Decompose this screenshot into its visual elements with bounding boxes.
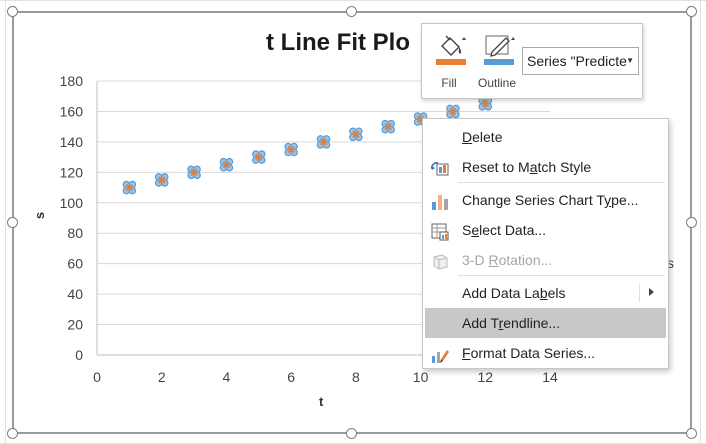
predicted-marker — [319, 138, 328, 146]
chart-element-value: Series "Predicte — [527, 53, 627, 69]
paint-bucket-icon — [436, 35, 466, 65]
rotation-3d-icon — [430, 251, 450, 270]
pen-outline-icon — [484, 35, 515, 65]
y-tick-label: 100 — [60, 195, 84, 211]
x-tick-label: 6 — [287, 369, 295, 385]
menu-item-label: Change Series Chart Type... — [462, 192, 639, 208]
submenu-divider — [639, 284, 640, 302]
data-point[interactable] — [349, 127, 363, 142]
data-point[interactable] — [284, 142, 298, 157]
menu-item-reset-to-match-style[interactable]: Reset to Match Style — [425, 152, 666, 182]
x-tick-label: 2 — [158, 369, 166, 385]
data-point[interactable] — [316, 135, 331, 149]
menu-item-label: Select Data... — [462, 222, 547, 238]
x-tick-label: 12 — [477, 369, 493, 385]
resize-handle-bottom[interactable] — [346, 428, 357, 439]
chart-title[interactable]: t Line Fit Plo — [266, 29, 410, 56]
resize-handle-left[interactable] — [7, 217, 18, 228]
resize-handle-bottom-left[interactable] — [7, 428, 18, 439]
y-tick-label: 20 — [67, 317, 83, 333]
menu-item-change-series-chart-type[interactable]: Change Series Chart Type... — [425, 185, 666, 215]
data-point[interactable] — [219, 157, 234, 172]
outline-button[interactable]: Outline — [474, 30, 520, 94]
reset-style-icon — [430, 158, 450, 176]
y-tick-label: 120 — [60, 164, 84, 180]
y-tick-label: 80 — [67, 225, 83, 241]
data-point[interactable] — [446, 104, 460, 119]
predicted-marker — [158, 176, 166, 184]
format-series-icon — [430, 344, 450, 363]
predicted-marker — [125, 183, 134, 192]
x-tick-label: 14 — [542, 369, 558, 385]
predicted-marker — [352, 130, 360, 138]
resize-handle-top[interactable] — [346, 6, 357, 17]
predicted-marker — [384, 122, 392, 131]
fill-label: Fill — [441, 76, 457, 90]
predicted-marker — [222, 161, 231, 169]
x-axis-title[interactable]: t — [319, 394, 324, 409]
chevron-right-icon — [649, 288, 654, 296]
y-tick-label: 160 — [60, 103, 84, 119]
data-point[interactable] — [478, 97, 493, 111]
menu-item-label: Add Data Labels — [462, 285, 566, 301]
menu-item-add-trendline[interactable]: Add Trendline... — [425, 308, 666, 338]
menu-item-add-data-labels[interactable]: Add Data Labels — [425, 278, 666, 308]
x-tick-label: 8 — [352, 369, 360, 385]
predicted-marker — [449, 107, 457, 116]
format-mini-toolbar: Fill Outline Series "Predicte ▼ — [421, 23, 643, 99]
data-point[interactable] — [187, 165, 201, 180]
predicted-marker — [287, 145, 295, 154]
menu-item-3d-rotation: 3-D Rotation... — [425, 245, 666, 275]
menu-item-label: Format Data Series... — [462, 345, 596, 361]
menu-item-delete[interactable]: Delete — [425, 122, 666, 152]
resize-handle-top-left[interactable] — [7, 6, 18, 17]
outline-label: Outline — [477, 76, 517, 90]
legend-fragment[interactable]: s — [667, 255, 674, 271]
resize-handle-top-right[interactable] — [686, 6, 697, 17]
chevron-down-icon: ▼ — [626, 56, 634, 65]
menu-separator — [458, 182, 664, 183]
data-point[interactable] — [251, 150, 266, 164]
x-tick-label: 10 — [413, 369, 429, 385]
resize-handle-bottom-right[interactable] — [686, 428, 697, 439]
menu-separator — [458, 275, 664, 276]
chart-element-dropdown[interactable]: Series "Predicte ▼ — [522, 47, 639, 75]
select-data-icon — [430, 221, 450, 241]
context-menu: Delete Reset to Match Style Change Series … — [422, 118, 669, 369]
menu-item-label: Delete — [462, 129, 503, 145]
data-point[interactable] — [122, 180, 137, 195]
chart-type-icon — [430, 191, 450, 210]
y-tick-label: 0 — [75, 347, 83, 363]
predicted-marker — [190, 168, 198, 177]
menu-item-label: 3-D Rotation... — [462, 252, 553, 268]
x-tick-label: 4 — [223, 369, 231, 385]
data-point[interactable] — [381, 119, 396, 134]
menu-item-label: Add Trendline... — [462, 315, 561, 331]
predicted-marker — [481, 100, 489, 108]
y-tick-label: 40 — [67, 286, 83, 302]
fill-button[interactable]: Fill — [426, 30, 472, 94]
menu-item-label: Reset to Match Style — [462, 159, 592, 175]
predicted-marker — [255, 153, 263, 161]
menu-item-select-data[interactable]: Select Data... — [425, 215, 666, 245]
menu-item-format-data-series[interactable]: Format Data Series... — [425, 338, 666, 368]
x-tick-label: 0 — [93, 369, 101, 385]
y-tick-label: 180 — [60, 73, 84, 89]
y-axis-title[interactable]: s — [32, 211, 48, 220]
resize-handle-right[interactable] — [686, 217, 697, 228]
y-tick-label: 60 — [67, 256, 83, 272]
y-tick-label: 140 — [60, 134, 84, 150]
data-point[interactable] — [154, 173, 169, 187]
